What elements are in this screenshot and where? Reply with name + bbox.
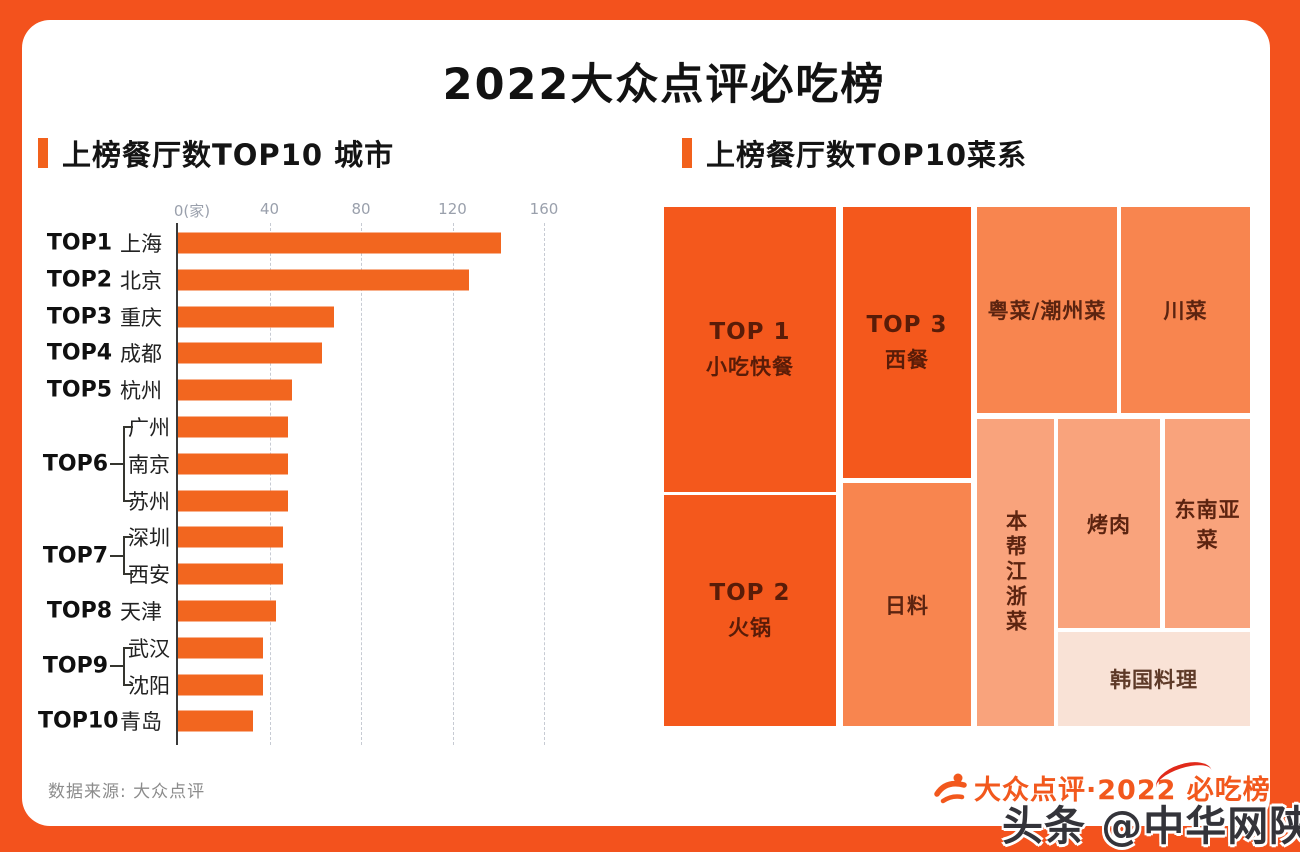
rank-label: TOP7: [42, 543, 108, 569]
treemap-cell: 川菜: [1121, 207, 1250, 413]
bracket-tick: [123, 536, 133, 539]
gridline: [544, 223, 545, 745]
x-tick-label: 0(家): [173, 202, 211, 220]
treemap-cell-label: 西餐: [885, 347, 929, 372]
bracket-line: [123, 426, 125, 502]
gridline: [452, 223, 454, 745]
treemap-cell-label: 粤菜/潮州菜: [987, 299, 1107, 323]
treemap-cell-label: 东南亚菜: [1174, 497, 1241, 552]
source-note: 数据来源: 大众点评: [48, 782, 206, 802]
treemap-cell: 本帮江浙菜: [977, 419, 1054, 726]
bracket-line: [123, 646, 125, 686]
bar-category-label: 重庆: [120, 305, 162, 330]
bar: [178, 674, 263, 696]
x-tick-label: 40: [259, 200, 280, 218]
bracket-dash: [110, 462, 123, 465]
bracket-tick: [123, 499, 133, 502]
bar-category-label: 成都: [120, 342, 162, 367]
bar-category-label: 青岛: [120, 710, 162, 735]
treemap-title: 上榜餐厅数TOP10菜系: [706, 138, 1028, 172]
bar-category-label: 杭州: [120, 379, 162, 404]
treemap-cell-rank: TOP 1: [709, 318, 791, 345]
treemap-cell-label: 烤肉: [1087, 512, 1131, 537]
treemap-cell: 粤菜/潮州菜: [977, 207, 1117, 413]
rank-label: TOP3: [46, 304, 112, 330]
bar-category-label: 沈阳: [128, 673, 170, 698]
treemap-cell: TOP 2 火锅: [664, 495, 836, 726]
bracket-tick: [123, 646, 133, 649]
bar-category-label: 苏州: [128, 489, 170, 514]
bracket-dash: [110, 554, 123, 557]
rank-label: TOP4: [46, 340, 112, 366]
gridline: [361, 223, 362, 745]
bar-chart-header: 上榜餐厅数TOP10 城市: [38, 132, 394, 174]
bar: [178, 710, 254, 732]
watermark: 头条 @中华网陕西: [1002, 802, 1300, 850]
dianping-logo-text: 大众点评·2022 必吃榜: [974, 775, 1271, 806]
bar-category-label: 北京: [120, 268, 162, 293]
bar-category-label: 深圳: [128, 526, 170, 551]
accent-bar-icon: [38, 138, 48, 168]
page-title: 2022大众点评必吃榜: [436, 50, 896, 112]
bar: [178, 490, 288, 512]
bracket-line: [123, 536, 125, 576]
bar-category-label: 南京: [128, 452, 170, 477]
treemap-header: 上榜餐厅数TOP10菜系: [682, 132, 1027, 174]
gridline: [269, 223, 271, 745]
bracket-tick: [123, 683, 133, 686]
x-tick-label: 80: [351, 200, 371, 218]
accent-bar-icon: [682, 138, 692, 168]
bar: [178, 232, 501, 254]
treemap-cell-rank: TOP 3: [866, 311, 948, 338]
treemap-cell: 东南亚菜: [1165, 419, 1250, 628]
treemap-cell-label: 日料: [885, 593, 929, 618]
bar-category-label: 上海: [120, 232, 162, 256]
x-tick-label: 120: [438, 200, 467, 218]
bar: [178, 600, 277, 622]
bar: [178, 637, 263, 659]
bracket-dash: [110, 665, 123, 668]
bar-chart-title: 上榜餐厅数TOP10 城市: [62, 138, 395, 172]
rank-label: TOP8: [46, 598, 112, 624]
treemap-cell: 韩国料理: [1058, 632, 1250, 726]
bar: [178, 306, 334, 328]
bar: [178, 453, 288, 475]
treemap-cell-label: 本帮江浙菜: [1003, 510, 1028, 635]
bar: [178, 526, 284, 548]
treemap-cell-label: 韩国料理: [1110, 668, 1198, 692]
bracket-tick: [123, 573, 133, 576]
treemap-chart: TOP 1 小吃快餐 TOP 2 火锅 TOP 3 西餐日料 粤菜/潮州菜 川菜本帮江浙菜 烤肉…: [663, 205, 1250, 726]
bar: [178, 379, 293, 401]
rank-label: TOP5: [46, 377, 112, 403]
treemap-cell-label: 川菜: [1163, 299, 1208, 323]
rank-label: TOP6: [42, 451, 108, 477]
bar-category-label: 天津: [120, 600, 162, 624]
bar-category-label: 武汉: [128, 636, 170, 661]
rank-label: TOP10: [38, 708, 119, 734]
bar: [178, 416, 288, 438]
treemap-cell: 烤肉: [1058, 419, 1160, 628]
rank-label: TOP1: [46, 230, 112, 256]
bar: [178, 269, 469, 291]
title-wrap: 2022大众点评必吃榜: [22, 50, 1270, 112]
x-tick-label: 160: [529, 200, 559, 218]
treemap-cell: 日料: [843, 483, 971, 726]
treemap-cell: TOP 1 小吃快餐: [664, 207, 836, 492]
bar-category-label: 广州: [128, 416, 170, 440]
treemap-cell: TOP 3 西餐: [843, 207, 971, 478]
treemap-cell-label: 火锅: [728, 615, 772, 640]
bar-category-label: 西安: [128, 563, 170, 588]
infographic-card: 2022大众点评必吃榜 上榜餐厅数TOP10 城市 上榜餐厅数TOP10菜系 0…: [22, 20, 1270, 826]
rank-label: TOP2: [46, 267, 112, 293]
rank-label: TOP9: [42, 653, 108, 679]
bar: [178, 342, 323, 364]
dianping-logo: 大众点评·2022 必吃榜: [934, 755, 1271, 807]
dianping-mascot-icon: [934, 773, 967, 803]
treemap-cell-label: 小吃快餐: [706, 354, 794, 379]
y-axis-line: [176, 223, 178, 745]
bar-chart: 0(家) 40 80 120 160 上海 TOP1 北京 TOP2 重庆 TOP3 成都 TOP4 杭州…: [38, 200, 628, 775]
bracket-tick: [123, 426, 133, 428]
bar: [178, 563, 284, 585]
treemap-cell-rank: TOP 2: [709, 579, 791, 606]
